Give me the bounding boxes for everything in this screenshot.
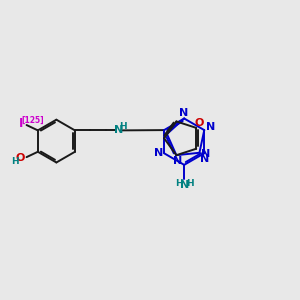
Text: I: I xyxy=(19,117,23,130)
Text: O: O xyxy=(194,118,204,128)
Text: N: N xyxy=(206,122,215,132)
Text: N: N xyxy=(154,148,163,158)
Text: H: H xyxy=(11,157,19,166)
Text: N: N xyxy=(201,149,210,159)
Text: N: N xyxy=(200,154,209,164)
Text: [125]: [125] xyxy=(22,116,44,125)
Text: O: O xyxy=(15,153,25,163)
Text: N: N xyxy=(173,156,182,166)
Text: H: H xyxy=(186,179,193,188)
Text: H: H xyxy=(119,122,126,131)
Text: N: N xyxy=(180,180,189,190)
Text: N: N xyxy=(179,108,188,118)
Text: N: N xyxy=(114,125,123,135)
Text: H: H xyxy=(175,179,183,188)
